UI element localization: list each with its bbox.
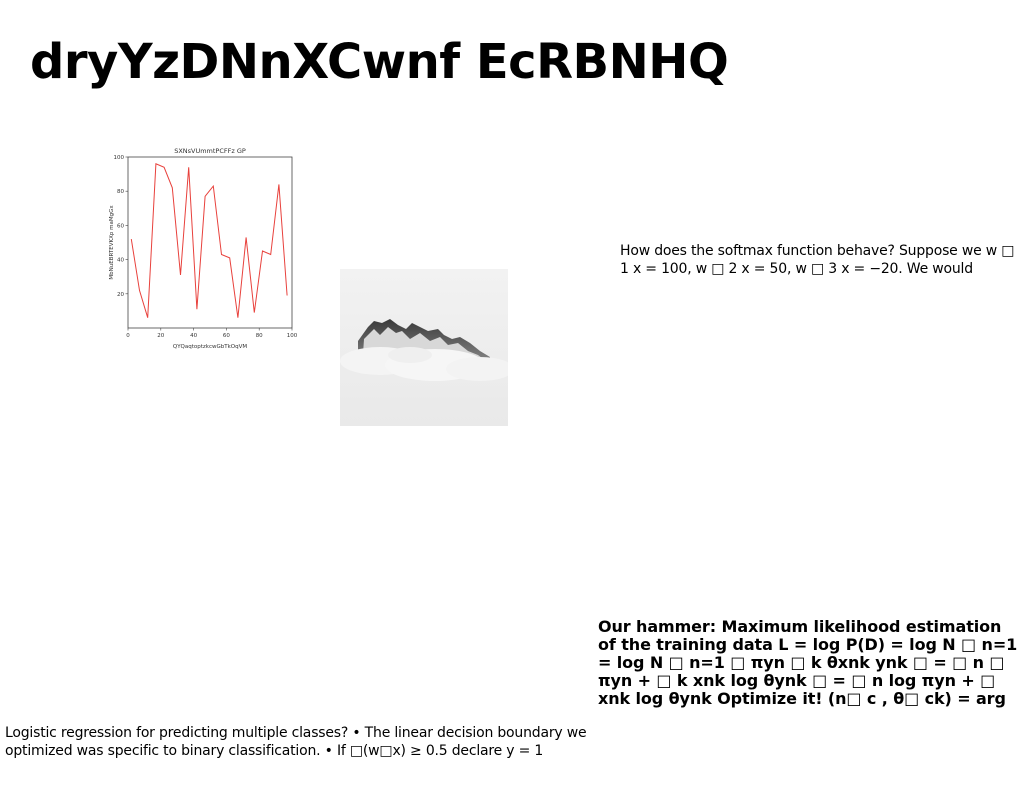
x-tick-label: 20 xyxy=(157,333,164,339)
y-tick-label: 100 xyxy=(114,155,125,161)
x-tick-label: 0 xyxy=(126,333,130,339)
x-tick-label: 40 xyxy=(190,333,197,339)
softmax-text: How does the softmax function behave? Su… xyxy=(620,243,1015,277)
chart-y-axis-label: MbNuEBRTEVKXp maMgGx xyxy=(109,205,115,280)
chart-x-axis-label: QYQaqtoptzkcwGbTkOqVM xyxy=(173,344,248,350)
x-tick-label: 60 xyxy=(223,333,230,339)
line-chart: SXNsVUmmtPCFFz GP 0 20 40 60 80 100 20 40 60 80 10… xyxy=(104,144,300,354)
chart-ticks: 0 20 40 60 80 100 20 40 60 80 100 xyxy=(114,155,298,339)
mountain-photo-svg xyxy=(340,269,508,426)
y-tick-label: 60 xyxy=(117,223,124,229)
logistic-regression-text: Logistic regression for predicting multi… xyxy=(5,725,587,759)
line-chart-svg: SXNsVUmmtPCFFz GP 0 20 40 60 80 100 20 40 60 80 10… xyxy=(109,147,298,350)
x-tick-label: 80 xyxy=(256,333,263,339)
chart-frame xyxy=(127,156,293,329)
mountain-photo xyxy=(340,269,508,426)
chart-title: SXNsVUmmtPCFFz GP xyxy=(174,147,246,155)
y-tick-label: 80 xyxy=(117,189,124,195)
chart-series-line xyxy=(130,163,288,318)
slide-title: dryYzDNnXCwnf EcRBNHQ xyxy=(30,34,729,90)
y-tick-label: 20 xyxy=(117,292,124,298)
y-tick-label: 40 xyxy=(117,258,124,264)
mle-text: Our hammer: Maximum likelihood estimatio… xyxy=(598,617,1018,708)
x-tick-label: 100 xyxy=(287,333,298,339)
